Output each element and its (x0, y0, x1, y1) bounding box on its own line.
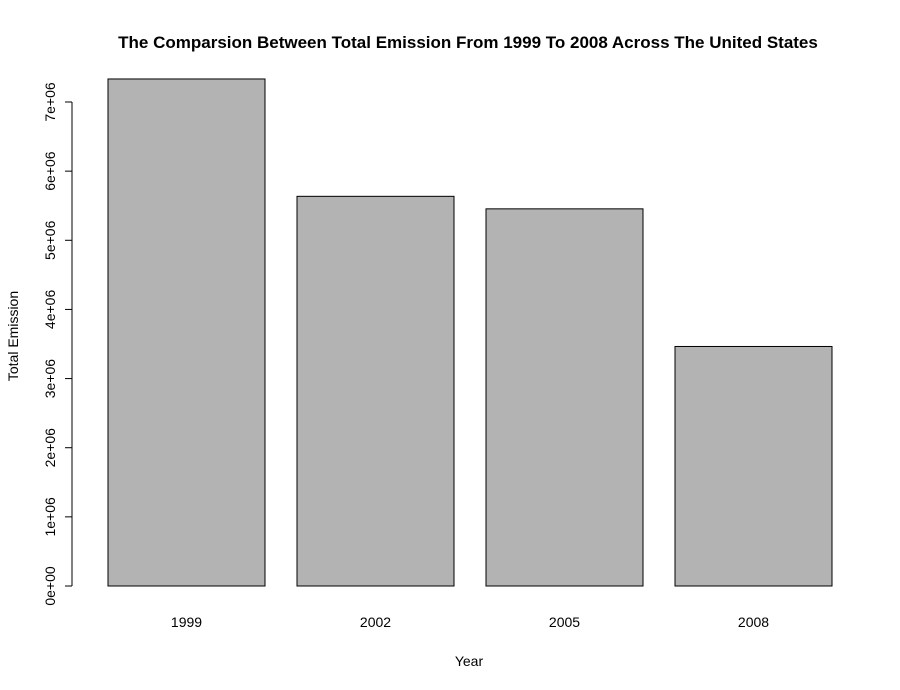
y-tick-label: 7e+06 (42, 82, 58, 122)
y-tick-label: 2e+06 (42, 428, 58, 468)
bar-2005 (485, 208, 644, 587)
y-tick-label: 4e+06 (42, 290, 58, 330)
bar-2002 (296, 195, 455, 587)
chart-title: The Comparsion Between Total Emission Fr… (118, 33, 818, 52)
bar-2008 (674, 345, 833, 587)
x-tick-labels: 1999 2002 2005 2008 (171, 614, 769, 630)
bar-1999 (107, 78, 266, 587)
y-axis-label: Total Emission (5, 291, 21, 381)
y-tick-label: 3e+06 (42, 359, 58, 399)
x-axis-label: Year (455, 653, 484, 669)
y-tick-label: 6e+06 (42, 151, 58, 191)
y-axis: 0e+00 1e+06 2e+06 3e+06 4e+06 5e+06 6e+06 7e+06 (42, 82, 73, 606)
x-tick-label-2008: 2008 (738, 614, 769, 630)
y-tick-label: 5e+06 (42, 220, 58, 260)
y-tick-label: 0e+00 (42, 566, 58, 606)
bars-group (107, 78, 833, 587)
x-tick-label-2002: 2002 (360, 614, 391, 630)
y-tick-label: 1e+06 (42, 497, 58, 537)
x-tick-label-1999: 1999 (171, 614, 202, 630)
x-tick-label-2005: 2005 (549, 614, 580, 630)
